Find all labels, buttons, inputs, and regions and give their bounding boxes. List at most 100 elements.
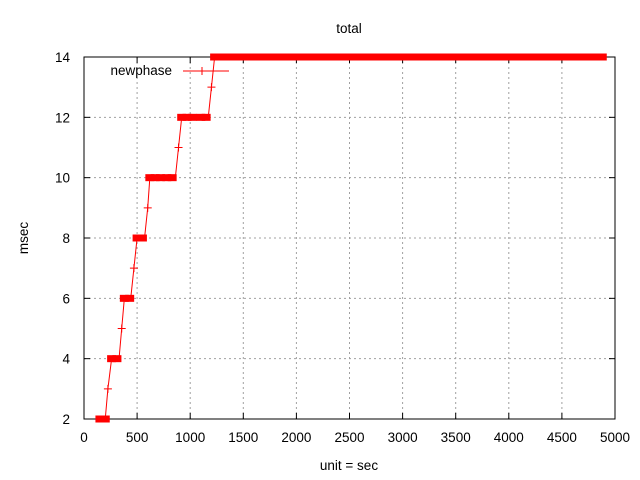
x-tick-label: 1000 [175,430,205,445]
data-point [295,53,305,61]
data-point [273,53,283,61]
data-point [201,113,211,121]
data-point [560,53,570,61]
data-point [539,53,549,61]
data-point [486,53,496,61]
data-point [454,53,464,61]
data-point [145,174,155,182]
x-tick-label: 500 [126,430,149,445]
data-point [512,53,522,61]
data-point [358,53,368,61]
x-tick-label: 2000 [281,430,311,445]
x-axis-label: unit = sec [320,458,378,473]
data-point [438,53,448,61]
data-point [207,83,216,92]
data-point [220,53,230,61]
data-point [284,53,294,61]
data-point [470,53,480,61]
y-tick-label: 14 [55,50,71,65]
data-point [241,53,251,61]
y-tick-label: 2 [62,412,70,427]
data-point [449,53,459,61]
data-point [369,53,379,61]
data-point [390,53,400,61]
x-tick-label: 1500 [228,430,258,445]
data-point [342,53,352,61]
series-newphase [95,53,607,423]
data-point [321,53,331,61]
y-tick-label: 8 [62,231,70,246]
data-point [337,53,347,61]
legend: newphase [110,63,229,78]
data-point [268,53,278,61]
data-point [364,53,374,61]
data-point [549,53,559,61]
data-point [316,53,326,61]
data-point [103,384,112,393]
data-point [174,143,183,152]
data-point [401,53,411,61]
data-point [571,53,581,61]
data-point [565,53,575,61]
grid-lines [84,57,615,419]
data-point [279,53,289,61]
data-point [555,53,565,61]
data-point [406,53,416,61]
y-tick-label: 4 [62,352,70,367]
data-point [300,53,310,61]
data-point [257,53,267,61]
x-tick-label: 4500 [547,430,577,445]
data-point [210,53,220,61]
legend-marker [198,67,206,75]
data-point [125,294,135,302]
data-point [348,53,358,61]
data-point [374,53,384,61]
data-point [459,53,469,61]
data-point [129,264,138,273]
data-point [597,53,607,61]
data-point [417,53,427,61]
data-point [137,234,147,242]
data-point [385,53,395,61]
data-point [226,53,236,61]
data-point [502,53,512,61]
data-point [475,53,485,61]
data-point [480,53,490,61]
data-point [100,415,110,423]
y-axis-label: msec [16,222,31,255]
data-point [119,294,129,302]
data-point [496,53,506,61]
data-point [443,53,453,61]
data-point [107,355,117,363]
data-point [395,53,405,61]
x-tick-label: 3500 [441,430,471,445]
y-tick-label: 12 [55,110,70,125]
data-point [422,53,432,61]
data-point [177,113,187,121]
x-tick-label: 4000 [494,430,524,445]
y-tick-label: 6 [62,291,70,306]
x-tick-label: 5000 [600,430,630,445]
legend-label: newphase [110,63,172,78]
data-point [581,53,591,61]
data-point [433,53,443,61]
data-point [380,53,390,61]
data-point [332,53,342,61]
data-point [592,53,602,61]
data-point [534,53,544,61]
data-point [231,53,241,61]
data-point [95,415,105,423]
data-point [167,174,177,182]
data-point [263,53,273,61]
data-point [427,53,437,61]
data-point [411,53,421,61]
data-point [305,53,315,61]
data-point [150,174,160,182]
data-point [518,53,528,61]
data-point [112,355,122,363]
data-point [465,53,475,61]
data-point [162,174,172,182]
data-point [236,53,246,61]
chart-title: total [336,21,362,36]
